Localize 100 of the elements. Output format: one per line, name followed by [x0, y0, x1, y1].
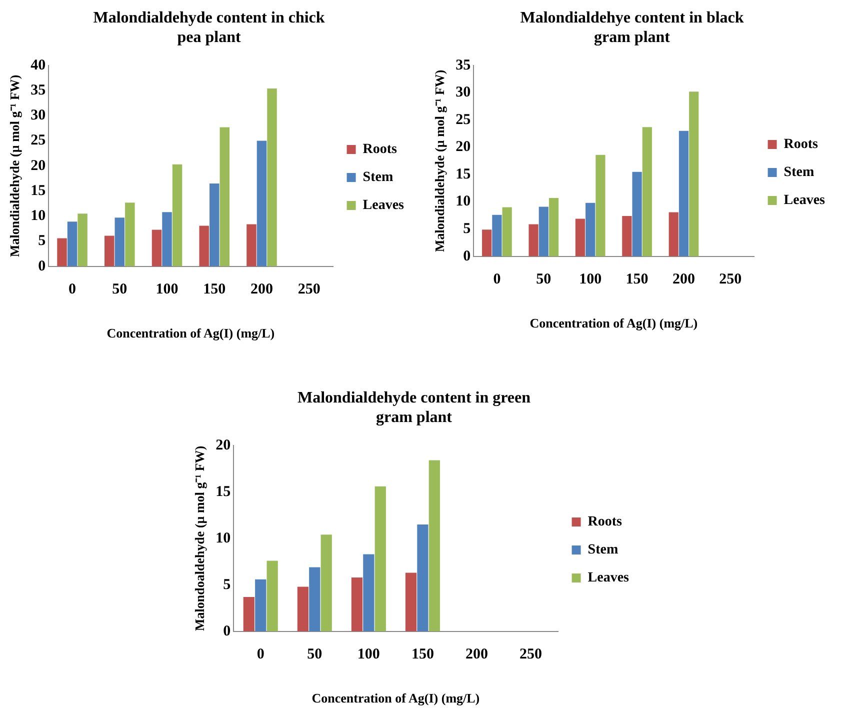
- x-tick-label: 0: [493, 271, 501, 288]
- y-tick-label: 0: [463, 248, 471, 264]
- y-tick-label: 10: [30, 208, 46, 224]
- bar: [492, 214, 502, 256]
- bar: [199, 226, 209, 266]
- x-tick-label: 250: [719, 271, 742, 288]
- bar: [114, 218, 125, 266]
- bar: [363, 554, 374, 632]
- y-tick-label: 15: [216, 484, 231, 500]
- y-tick-label: 40: [30, 57, 46, 74]
- x-axis-title: Concentration of Ag(I) (mg/L): [530, 316, 698, 331]
- y-tick-label: 15: [456, 166, 471, 182]
- y-tick-label: 30: [456, 84, 471, 101]
- chart-title: Malondialdehyde content in chick pea plant: [93, 10, 325, 46]
- bar: [220, 127, 230, 266]
- y-tick-label: 0: [38, 258, 46, 274]
- x-tick-label: 150: [411, 646, 434, 662]
- bar: [57, 238, 67, 266]
- bar: [320, 534, 332, 632]
- bar: [428, 460, 440, 632]
- bar: [548, 198, 559, 256]
- y-tick-label: 35: [456, 57, 471, 74]
- y-tick-label: 20: [216, 437, 231, 454]
- legend-label: Stem: [588, 542, 618, 558]
- bar: [309, 567, 320, 632]
- y-tick-label: 20: [456, 139, 471, 156]
- x-tick-label: 200: [465, 646, 488, 662]
- bar: [67, 222, 78, 266]
- x-tick-label: 200: [672, 271, 695, 288]
- y-tick-label: 5: [463, 220, 471, 237]
- legend-label: Leaves: [362, 198, 405, 214]
- bar: [104, 236, 114, 266]
- bar: [632, 172, 642, 256]
- bar: [266, 560, 278, 632]
- x-tick-label: 100: [357, 646, 380, 662]
- bar: [668, 212, 678, 256]
- bar: [256, 140, 267, 266]
- bar: [642, 127, 652, 256]
- y-tick-label: 10: [216, 530, 231, 546]
- legend-label: Roots: [588, 514, 623, 530]
- x-tick-label: 0: [256, 646, 264, 662]
- bar: [538, 206, 548, 256]
- x-tick-label: 200: [250, 281, 273, 298]
- bar: [152, 230, 162, 266]
- bar: [596, 154, 606, 256]
- bar: [267, 88, 277, 266]
- x-tick-label: 50: [112, 281, 128, 298]
- bar: [246, 224, 256, 266]
- x-tick-label: 150: [626, 271, 648, 288]
- y-tick-label: 0: [223, 623, 231, 640]
- legend-label: Stem: [362, 170, 394, 186]
- chart-title: Malondialdehyde content in green gram plant: [297, 390, 531, 426]
- x-tick-label: 250: [298, 281, 320, 298]
- bar: [502, 207, 512, 256]
- y-axis-title: Malondoaldehyde (µ mol g⁻¹ FW): [192, 446, 208, 631]
- y-tick-label: 5: [223, 576, 231, 593]
- legend-label: Roots: [362, 142, 398, 158]
- legend-label: Stem: [784, 165, 814, 180]
- x-tick-label: 50: [536, 271, 552, 288]
- x-tick-label: 100: [579, 271, 602, 288]
- bar: [622, 216, 632, 256]
- chart-title: Malondialdehye content in black gram plant: [520, 10, 744, 46]
- legend-label: Leaves: [784, 193, 826, 208]
- y-tick-label: 15: [30, 182, 46, 199]
- x-tick-label: 0: [68, 281, 76, 298]
- y-tick-label: 25: [30, 132, 46, 149]
- bar: [586, 202, 596, 256]
- bar: [255, 579, 266, 632]
- legend-label: Roots: [784, 137, 819, 152]
- y-axis-title: Malondialdehyde (µ mol g⁻¹ FW): [7, 74, 22, 258]
- y-tick-label: 10: [456, 194, 471, 210]
- bar: [210, 183, 220, 266]
- bar: [417, 524, 428, 632]
- bar: [243, 596, 254, 632]
- y-tick-label: 35: [30, 82, 46, 98]
- bar: [678, 130, 689, 256]
- x-tick-label: 50: [307, 646, 322, 662]
- bar: [351, 577, 363, 632]
- bar: [405, 572, 417, 632]
- bar: [172, 164, 182, 266]
- y-tick-label: 20: [30, 158, 46, 174]
- bar: [125, 202, 135, 266]
- x-axis-title: Concentration of Ag(I) (mg/L): [106, 326, 275, 341]
- y-axis-title: Malondialdehyde (µ mol g⁻¹ FW): [432, 70, 448, 252]
- y-tick-label: 30: [30, 108, 46, 124]
- bar: [575, 218, 586, 256]
- bar: [78, 214, 88, 266]
- x-tick-label: 250: [520, 646, 542, 662]
- bar: [297, 586, 308, 632]
- bar: [482, 230, 492, 256]
- y-tick-label: 5: [38, 233, 46, 250]
- x-tick-label: 150: [203, 281, 226, 298]
- y-tick-label: 25: [456, 112, 471, 128]
- x-axis-title: Concentration of Ag(I) (mg/L): [312, 690, 480, 706]
- legend-label: Leaves: [588, 570, 630, 586]
- bar: [374, 486, 386, 632]
- bar: [528, 224, 538, 256]
- bar: [689, 92, 699, 256]
- x-tick-label: 100: [156, 281, 178, 298]
- bar: [162, 212, 172, 266]
